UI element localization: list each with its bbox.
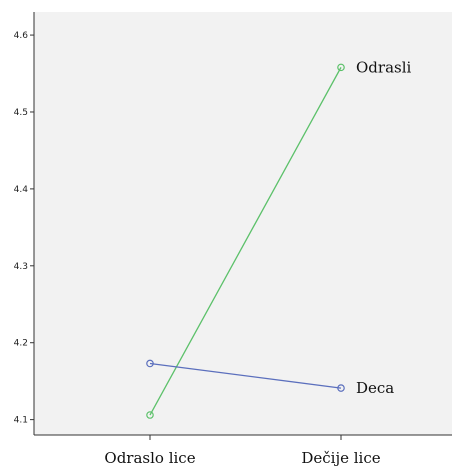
series-labels: Odrasli Deca	[356, 58, 412, 397]
series-points	[146, 63, 345, 419]
x-tick-label: Dečije lice	[301, 449, 380, 467]
series-label: Deca	[356, 379, 394, 397]
series-line	[149, 362, 342, 389]
series-line	[149, 67, 342, 416]
data-point	[146, 411, 154, 419]
data-point	[146, 359, 154, 368]
y-tick-label: 4.1	[14, 416, 28, 426]
data-point	[337, 63, 345, 72]
y-tick-label: 4.2	[14, 339, 28, 349]
y-tick-label: 4.6	[14, 31, 29, 41]
y-tick-label: 4.3	[14, 262, 28, 272]
data-point	[337, 384, 345, 392]
y-tick-label: 4.4	[14, 185, 29, 195]
x-ticks: Odraslo lice Dečije lice	[104, 435, 381, 467]
series-lines	[149, 67, 342, 416]
plot-area	[34, 12, 452, 435]
series-label: Odrasli	[356, 58, 412, 76]
y-tick-label: 4.5	[14, 108, 28, 118]
y-ticks: 4.1 4.2 4.3 4.4 4.5 4.6	[14, 31, 34, 426]
x-tick-label: Odraslo lice	[104, 449, 195, 467]
